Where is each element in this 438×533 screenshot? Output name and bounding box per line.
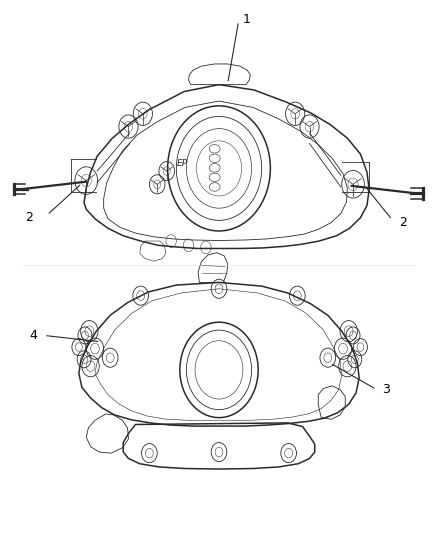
Text: 1: 1	[243, 13, 251, 27]
Text: 2: 2	[399, 216, 407, 229]
Text: EP: EP	[177, 159, 187, 167]
Text: 4: 4	[29, 329, 37, 342]
Text: 2: 2	[25, 211, 33, 224]
Text: 3: 3	[382, 383, 390, 396]
